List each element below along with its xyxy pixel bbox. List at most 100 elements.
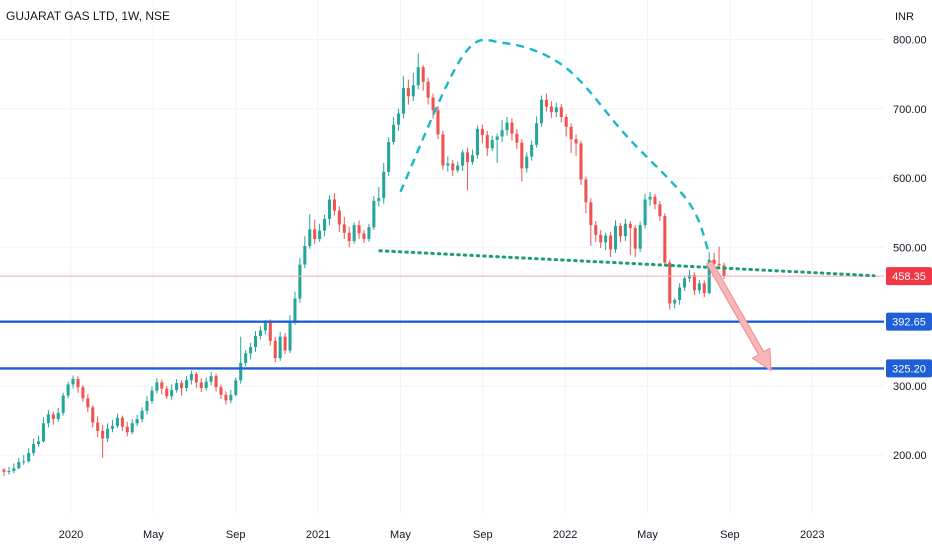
candle-body (234, 380, 238, 395)
candle-body (559, 107, 563, 118)
candle-body (554, 107, 558, 113)
candle-body (41, 423, 45, 442)
candle-body (46, 414, 50, 424)
candle-body (253, 335, 258, 348)
candle-body (530, 144, 534, 157)
candle-body (101, 430, 105, 439)
candle-body (120, 417, 124, 427)
candle-body (638, 225, 642, 249)
candle-body (32, 444, 36, 454)
candle-body (81, 387, 85, 399)
candle-body (204, 381, 208, 388)
candle-body (140, 410, 144, 420)
candle-body (683, 278, 687, 288)
candle-body (500, 130, 504, 137)
candle-body (332, 199, 336, 211)
candle-body (244, 353, 248, 363)
candle-body (268, 322, 272, 341)
candle-body (628, 223, 632, 228)
candle-body (318, 230, 322, 239)
candles (2, 53, 726, 476)
candle-body (697, 283, 701, 291)
candle-body (480, 128, 484, 136)
current-price-tag (886, 267, 932, 286)
candle-body (485, 135, 489, 149)
candle-body (416, 67, 420, 86)
candle-body (308, 229, 312, 246)
candle-body (273, 340, 277, 359)
candle-body (145, 401, 149, 411)
y-tick-label: 500.00 (893, 242, 927, 254)
candle-body (51, 414, 55, 420)
candle-body (618, 225, 622, 237)
candle-body (426, 81, 430, 98)
rounding-top-arc (399, 38, 711, 255)
candle-body (382, 171, 386, 199)
y-tick-label: 700.00 (893, 104, 927, 116)
candle-body (36, 441, 41, 445)
candle-body (293, 298, 297, 323)
candle-body (663, 216, 667, 263)
candle-body (594, 225, 598, 235)
candle-body (540, 99, 544, 124)
candle-body (623, 223, 627, 237)
candle-body (66, 384, 70, 396)
candle-body (214, 376, 218, 388)
y-tick-label: 600.00 (893, 173, 927, 185)
candle-body (2, 469, 6, 472)
candle-body (392, 124, 396, 143)
candle-body (184, 380, 188, 388)
candle-body (653, 196, 657, 205)
candle-body (712, 259, 716, 264)
candle-body (692, 275, 696, 291)
candle-body (180, 383, 184, 388)
candle-body (569, 126, 573, 140)
candle-body (352, 225, 356, 242)
candle-body (342, 224, 346, 233)
candle-body (258, 330, 262, 336)
candle-body (288, 322, 292, 351)
candle-body (367, 227, 371, 239)
current-price-tag-label: 458.35 (892, 271, 926, 283)
candle-body (76, 378, 80, 388)
candle-body (687, 275, 692, 279)
candle-body (490, 139, 494, 149)
candle-body (115, 417, 119, 427)
candle-body (520, 142, 524, 169)
candle-body (7, 471, 11, 473)
x-tick-label: 2020 (59, 529, 83, 541)
candle-body (451, 163, 455, 171)
currency-label: INR (895, 11, 914, 23)
x-tick-label: Sep (226, 529, 246, 541)
candle-body (604, 235, 608, 243)
candle-body (194, 374, 198, 383)
candle-body (441, 134, 445, 166)
support-price-tag-label: 325.20 (892, 363, 926, 375)
x-tick-label: Sep (720, 529, 740, 541)
candle-body (130, 423, 134, 433)
candle-body (549, 106, 553, 113)
candle-body (411, 85, 415, 97)
candle-body (239, 362, 243, 381)
price-axis-panel (884, 0, 932, 514)
candle-body (466, 152, 470, 163)
candle-body (56, 412, 60, 420)
grid (0, 0, 884, 514)
candle-body (461, 152, 465, 166)
candle-body (278, 336, 282, 359)
candle-body (91, 407, 95, 423)
x-tick-label: Sep (473, 529, 493, 541)
candle-body (579, 143, 583, 180)
candle-body (347, 232, 351, 242)
candle-body (110, 426, 115, 429)
candle-body (396, 113, 401, 125)
candle-body (219, 387, 223, 395)
support-price-tag-label: 392.65 (892, 317, 926, 329)
candle-body (199, 382, 203, 388)
candle-body (421, 67, 425, 82)
candle-body (702, 283, 706, 294)
candle-body (456, 165, 460, 171)
candle-body (544, 99, 548, 107)
